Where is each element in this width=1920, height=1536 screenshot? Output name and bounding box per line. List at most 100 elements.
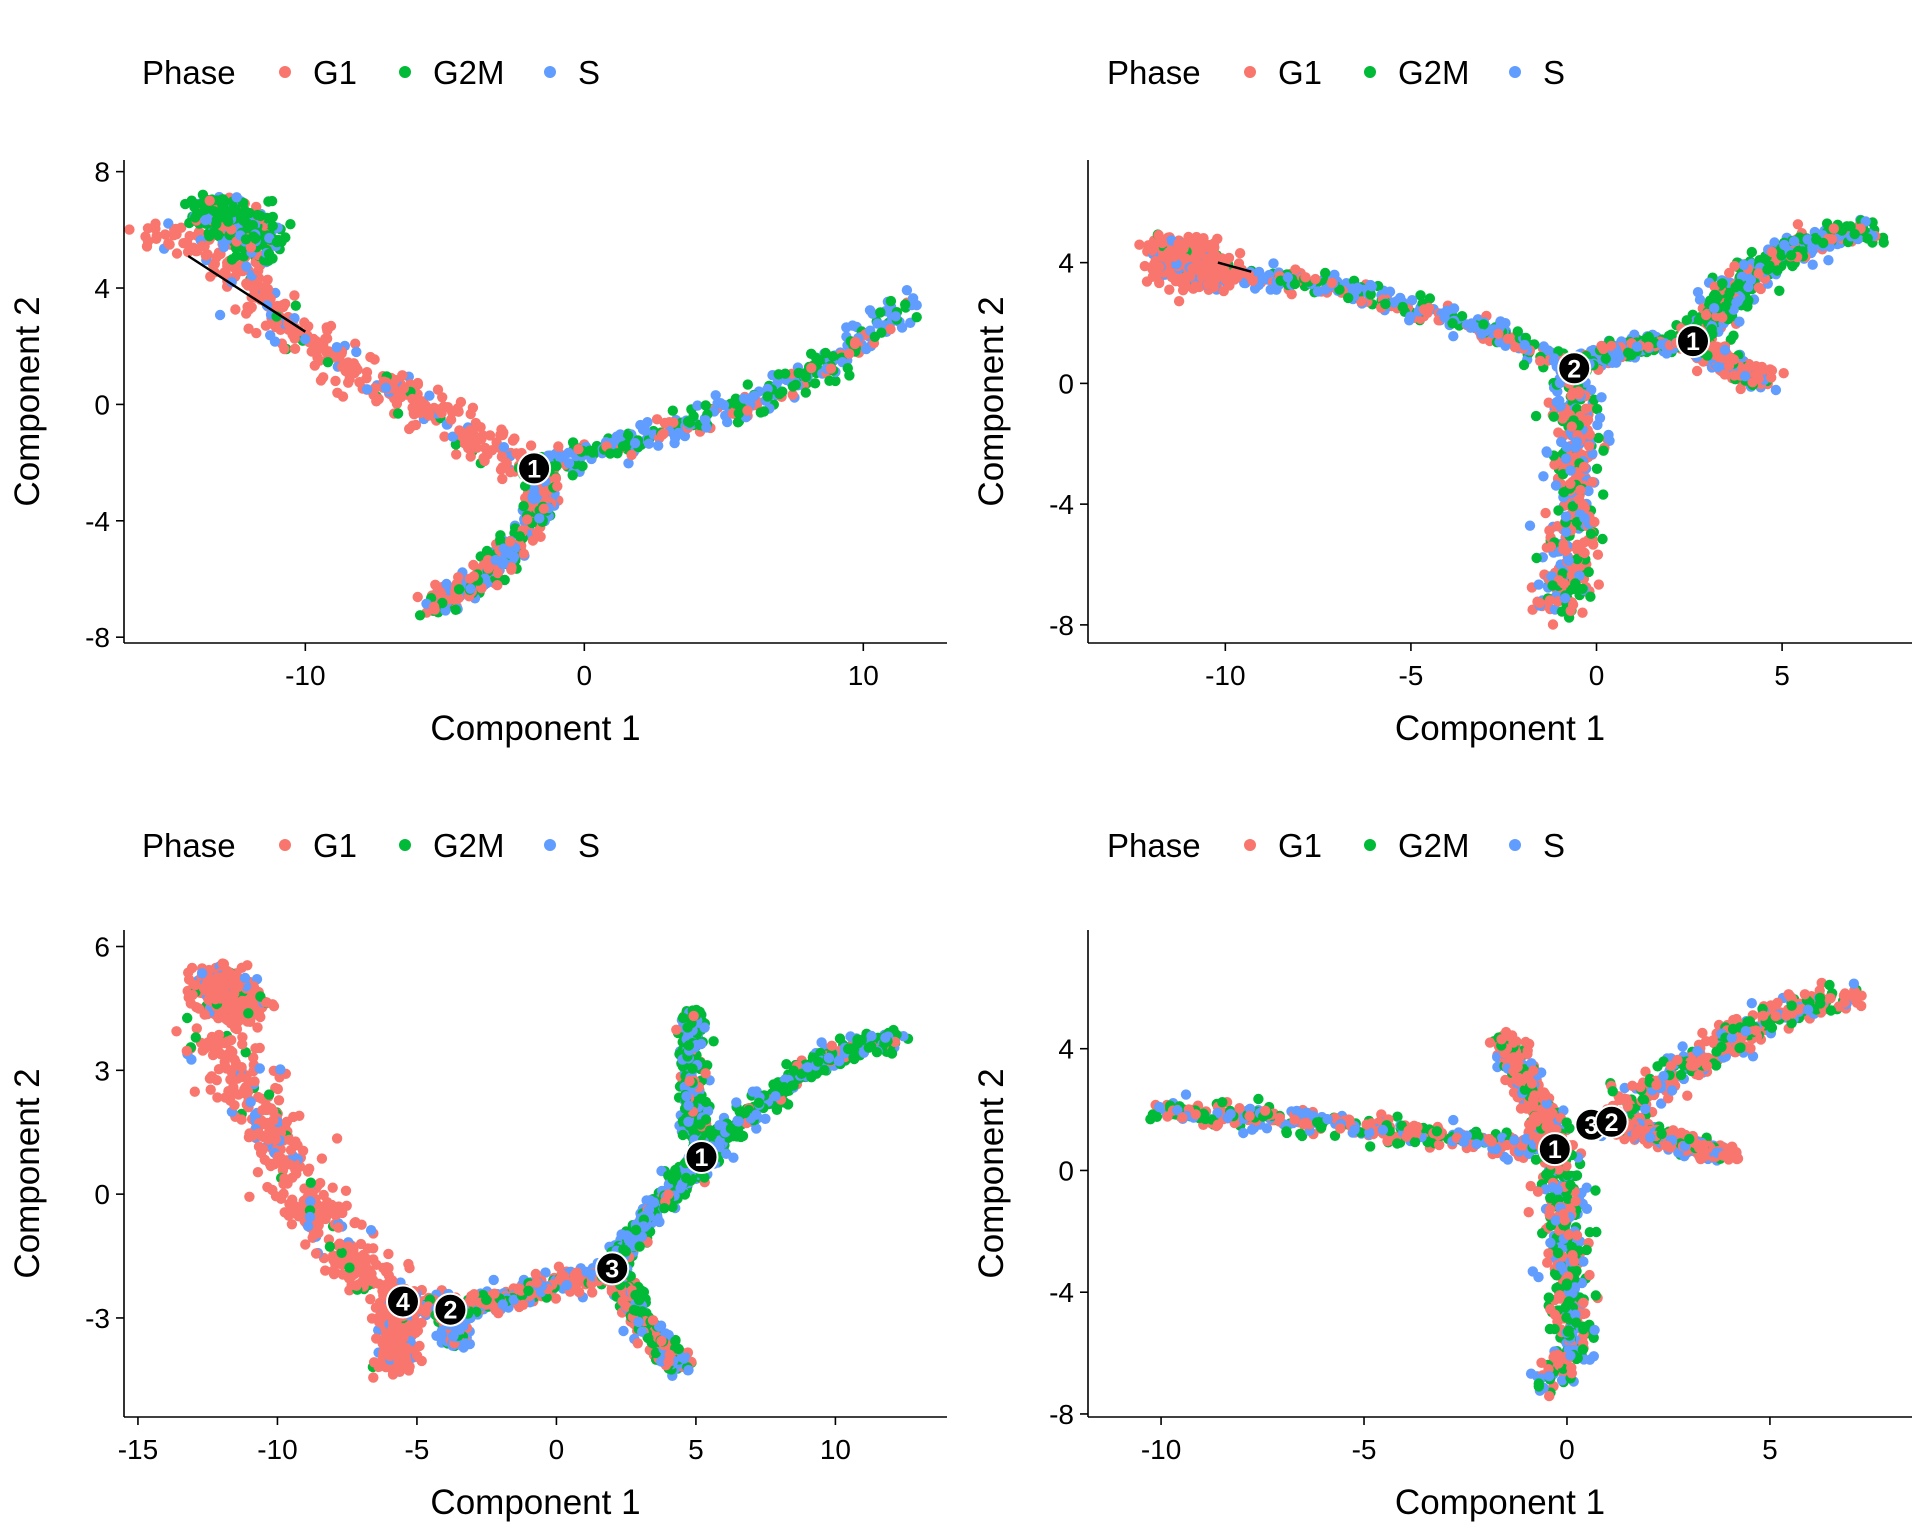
cell-point bbox=[312, 352, 323, 363]
cell-point bbox=[742, 379, 753, 390]
x-axis-title: Component 1 bbox=[430, 709, 640, 748]
cell-point bbox=[262, 274, 273, 285]
cell-point bbox=[1448, 331, 1459, 342]
legend-key-s bbox=[1509, 66, 1521, 78]
cell-point bbox=[1347, 283, 1358, 294]
cell-point bbox=[236, 1114, 247, 1125]
cell-point bbox=[1631, 341, 1643, 352]
cell-point bbox=[206, 1031, 218, 1043]
cell-point bbox=[540, 1267, 551, 1278]
cell-point bbox=[270, 1082, 281, 1094]
cell-point bbox=[1836, 225, 1848, 236]
cell-point bbox=[344, 1262, 355, 1273]
cell-point bbox=[380, 382, 392, 394]
cell-points bbox=[124, 189, 922, 621]
cell-point bbox=[777, 386, 788, 397]
cell-point bbox=[1764, 262, 1775, 274]
cell-point bbox=[499, 574, 510, 586]
cell-point bbox=[780, 368, 791, 379]
cell-point bbox=[1587, 476, 1598, 488]
trajectory-line bbox=[187, 254, 306, 333]
cell-point bbox=[1502, 333, 1514, 344]
legend-label-s: S bbox=[1543, 54, 1565, 91]
cell-point bbox=[403, 1258, 414, 1270]
cell-point bbox=[850, 336, 861, 348]
cell-point bbox=[1258, 272, 1269, 283]
cell-point bbox=[1769, 237, 1780, 248]
branch-point-1: 1 bbox=[1676, 324, 1711, 359]
cell-point bbox=[1187, 263, 1198, 274]
cell-point bbox=[1766, 246, 1778, 258]
cell-point bbox=[900, 299, 911, 310]
cell-point bbox=[574, 1287, 585, 1298]
cell-point bbox=[492, 580, 503, 591]
x-tick-label: -10 bbox=[285, 660, 325, 691]
cell-point bbox=[710, 390, 721, 401]
cell-point bbox=[200, 214, 211, 226]
cell-point bbox=[181, 1045, 192, 1057]
cell-point bbox=[1559, 593, 1571, 604]
cell-point bbox=[1731, 297, 1742, 308]
cell-point bbox=[911, 312, 922, 323]
cell-point bbox=[561, 1280, 572, 1291]
cell-point bbox=[1334, 284, 1345, 295]
cell-point bbox=[1320, 284, 1331, 295]
cell-point bbox=[1802, 234, 1813, 245]
cell-point bbox=[228, 262, 240, 273]
cell-point bbox=[371, 1259, 382, 1271]
cell-point bbox=[762, 383, 773, 395]
y-tick-label: 0 bbox=[94, 389, 110, 420]
cell-point bbox=[220, 268, 231, 279]
cell-point bbox=[1719, 369, 1731, 380]
cell-point bbox=[1560, 453, 1572, 464]
cell-point bbox=[341, 1200, 352, 1212]
cell-point bbox=[388, 383, 399, 394]
cell-point bbox=[299, 317, 310, 328]
cell-point bbox=[1786, 250, 1797, 261]
cell-point bbox=[1738, 259, 1750, 271]
cell-point bbox=[245, 242, 257, 253]
cell-point bbox=[1585, 591, 1596, 602]
cell-point bbox=[216, 199, 228, 210]
cell-point bbox=[142, 236, 154, 247]
branch-point-marker bbox=[1557, 351, 1592, 386]
cell-point bbox=[488, 1274, 499, 1286]
cell-point bbox=[1415, 290, 1426, 301]
cell-point bbox=[471, 432, 482, 444]
cell-point bbox=[1320, 267, 1331, 279]
cell-point bbox=[222, 1036, 233, 1047]
cell-point bbox=[637, 421, 649, 432]
cell-point bbox=[272, 1151, 284, 1162]
cell-point bbox=[1388, 297, 1400, 308]
cell-point bbox=[412, 377, 423, 389]
cell-point bbox=[187, 989, 198, 1001]
cell-point bbox=[208, 226, 220, 238]
cell-point bbox=[312, 1221, 323, 1232]
cell-point bbox=[326, 1199, 337, 1211]
cell-point bbox=[285, 1144, 297, 1156]
cell-point bbox=[1518, 359, 1530, 371]
legend-label-g1: G1 bbox=[313, 54, 357, 91]
cell-point bbox=[1555, 400, 1566, 412]
cell-point bbox=[351, 346, 362, 358]
cell-point bbox=[251, 327, 262, 339]
cell-point bbox=[297, 1145, 309, 1157]
cell-point bbox=[1585, 528, 1597, 539]
cell-point bbox=[1207, 261, 1219, 272]
cell-point bbox=[1656, 339, 1668, 350]
cell-point bbox=[507, 435, 519, 446]
cell-point bbox=[1190, 239, 1202, 250]
cell-point bbox=[738, 393, 750, 404]
cell-point bbox=[206, 1071, 217, 1082]
cell-point bbox=[1734, 316, 1745, 327]
cell-point bbox=[514, 531, 525, 542]
cell-point bbox=[622, 430, 634, 441]
cell-point bbox=[229, 988, 240, 999]
cell-point bbox=[244, 1128, 255, 1139]
cell-point bbox=[1792, 219, 1804, 230]
cell-point bbox=[617, 441, 629, 452]
cell-point bbox=[193, 226, 205, 238]
cell-point bbox=[365, 351, 376, 363]
